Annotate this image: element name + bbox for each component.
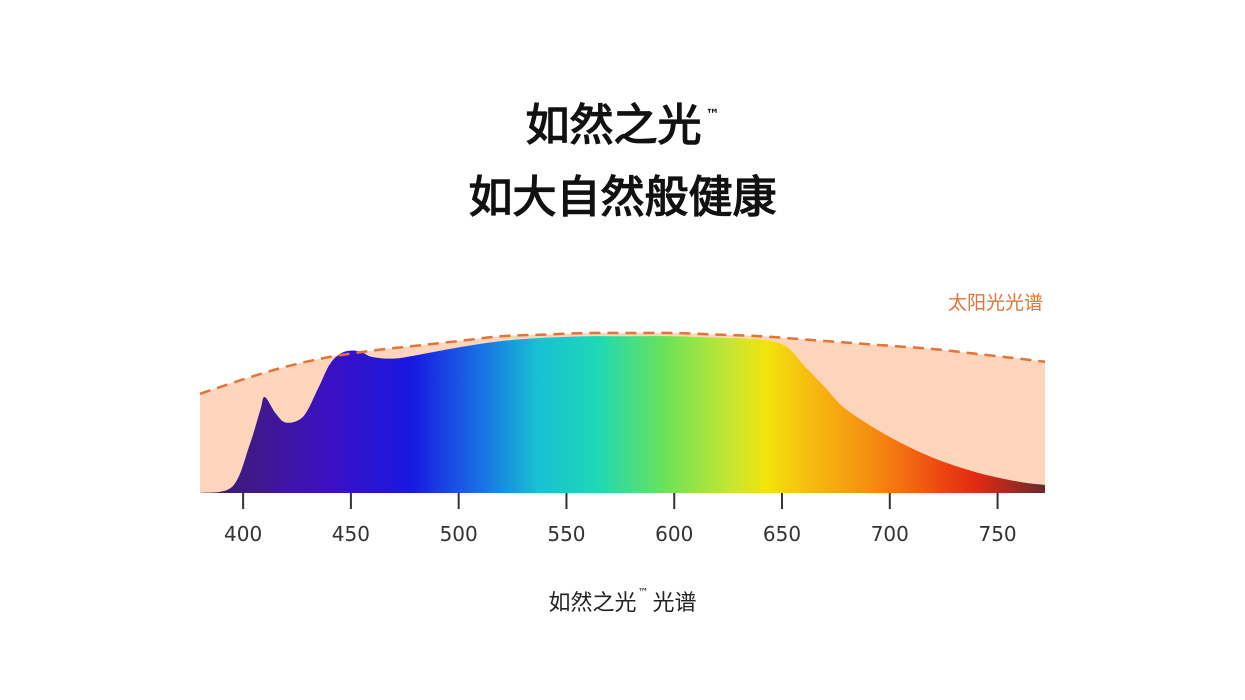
x-tick-label: 650 <box>763 522 801 546</box>
x-tick-label: 450 <box>332 522 370 546</box>
x-axis: 400 450 500 550 600 650 700 750 <box>224 493 1017 546</box>
caption-suffix: 光谱 <box>652 591 697 616</box>
spectrum-fill <box>200 336 1045 493</box>
x-tick-label: 500 <box>440 522 478 546</box>
caption-trademark: ™ <box>637 586 649 599</box>
chart-caption: 如然之光™ 光谱 <box>0 585 1245 617</box>
sunlight-dashed-line <box>199 331 1046 395</box>
spectrum-area <box>200 336 1045 493</box>
brand-name: 如然之光 <box>525 100 702 151</box>
x-tick-label: 400 <box>224 522 262 546</box>
sunlight-curve <box>199 331 1046 395</box>
x-tick-label: 750 <box>978 522 1016 546</box>
sunlight-legend-label: 太阳光光谱 <box>948 292 1043 314</box>
page-title-line-1: 如然之光 ™ <box>0 104 1245 148</box>
x-tick-label: 700 <box>871 522 909 546</box>
x-tick-label: 550 <box>547 522 585 546</box>
x-tick-label: 600 <box>655 522 693 546</box>
trademark-symbol: ™ <box>705 107 720 123</box>
page-title-line-2: 如大自然般健康 <box>468 172 777 223</box>
caption-brand: 如然之光 <box>548 591 637 616</box>
